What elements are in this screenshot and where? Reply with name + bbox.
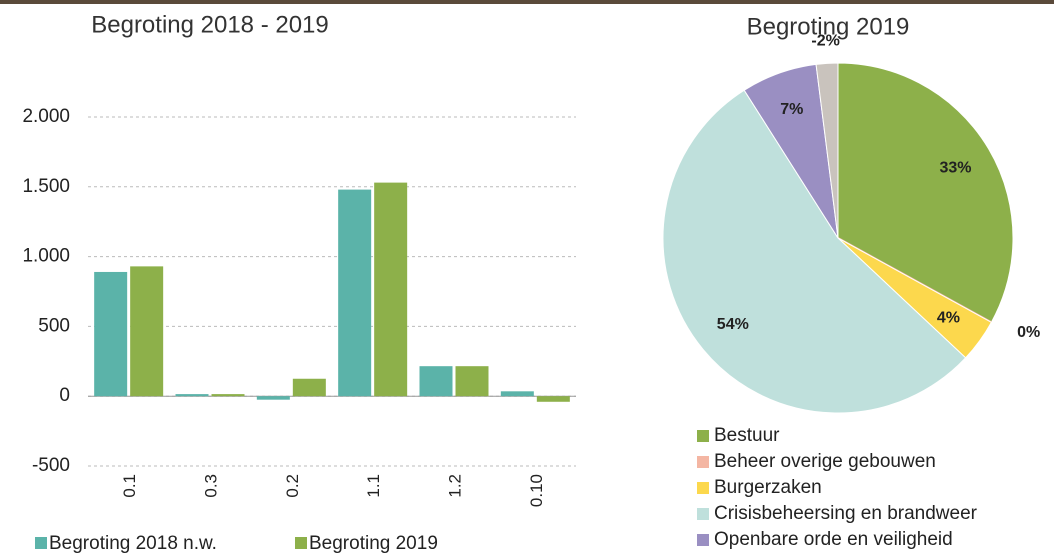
bar (175, 394, 209, 397)
bar (455, 366, 489, 397)
x-tick-label: 1.2 (445, 474, 464, 498)
pie-slice (662, 89, 967, 414)
bar (211, 394, 245, 397)
legend-label: Beheer overige gebouwen (714, 451, 936, 472)
pie-slice (815, 62, 839, 239)
pie-slice (837, 62, 1014, 323)
x-tick-label: 0.10 (527, 474, 546, 507)
bar-title: Begroting 2018 - 2019 (91, 11, 329, 38)
y-tick-label: -500 (32, 455, 70, 476)
data-label: 0% (1017, 324, 1040, 341)
bar (94, 271, 128, 397)
bar (338, 189, 372, 397)
data-label: 4% (937, 309, 960, 326)
x-tick-label: 0.1 (120, 474, 139, 498)
legend-swatch (697, 534, 709, 546)
bar (500, 391, 534, 397)
x-tick-label: 0.3 (201, 474, 220, 498)
data-label: 54% (717, 316, 749, 333)
bar (256, 396, 290, 400)
legend-swatch (697, 508, 709, 520)
legend-swatch (697, 456, 709, 468)
top-bar (0, 0, 1054, 4)
legend-swatch (697, 482, 709, 494)
data-label: 33% (939, 160, 971, 177)
bar (419, 366, 453, 397)
legend-label: Crisisbeheersing en brandweer (714, 503, 978, 524)
legend-label: Begroting 2018 n.w. (49, 533, 217, 554)
bar (292, 378, 326, 397)
bar (536, 396, 570, 402)
x-tick-label: 0.2 (283, 474, 302, 498)
legend-label: Burgerzaken (714, 477, 822, 498)
y-tick-label: 500 (38, 315, 70, 336)
x-tick-label: 1.1 (364, 474, 383, 498)
data-label: 7% (780, 101, 803, 118)
legend-swatch (295, 537, 307, 549)
legend-label: Bestuur (714, 425, 780, 446)
legend-swatch (697, 430, 709, 442)
y-tick-label: 1.000 (22, 246, 70, 267)
bar (130, 266, 164, 397)
y-tick-label: 2.000 (22, 106, 70, 127)
y-tick-label: 0 (59, 385, 70, 406)
data-label: -2% (811, 33, 839, 50)
legend-swatch (35, 537, 47, 549)
legend-label: Begroting 2019 (309, 533, 438, 554)
y-tick-label: 1.500 (22, 176, 70, 197)
legend-label: Openbare orde en veiligheid (714, 529, 953, 550)
pie-title: Begroting 2019 (747, 13, 910, 40)
bar (374, 182, 408, 397)
